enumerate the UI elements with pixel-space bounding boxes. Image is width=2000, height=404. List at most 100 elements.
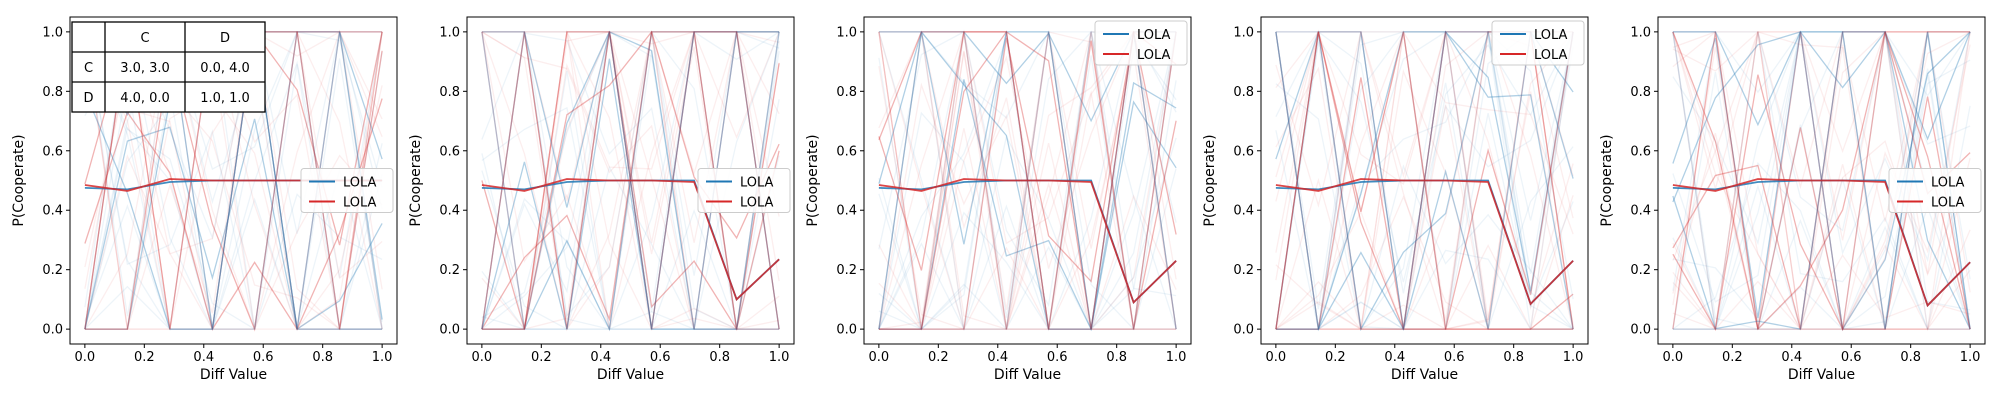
x-tick-label: 1.0 — [769, 350, 790, 365]
x-tick-label: 1.0 — [1960, 350, 1981, 365]
payoff-table-col-header: C — [140, 31, 149, 46]
legend-label: LOLA — [740, 196, 774, 211]
y-tick-label: 0.6 — [439, 144, 460, 159]
legend: LOLA LOLA — [698, 169, 790, 213]
y-tick-label: 1.0 — [42, 25, 63, 40]
x-axis-label: Diff Value — [597, 367, 664, 383]
legend-label: LOLA — [343, 196, 377, 211]
x-axis-label: Diff Value — [1788, 367, 1855, 383]
y-tick-label: 0.0 — [836, 323, 857, 338]
y-tick-label: 0.8 — [42, 85, 63, 100]
x-tick-label: 0.0 — [75, 350, 96, 365]
y-tick-label: 0.2 — [42, 263, 63, 278]
legend-label: LOLA — [1137, 48, 1171, 63]
y-axis-label: P(Cooperate) — [11, 134, 27, 226]
y-tick-label: 0.6 — [1630, 144, 1651, 159]
y-axis-label: P(Cooperate) — [805, 134, 821, 226]
x-tick-label: 0.8 — [709, 350, 730, 365]
x-tick-label: 0.0 — [1266, 350, 1287, 365]
y-tick-label: 0.4 — [1630, 204, 1651, 219]
legend-label: LOLA — [1534, 28, 1568, 43]
x-tick-label: 0.8 — [1900, 350, 1921, 365]
x-tick-label: 0.0 — [1663, 350, 1684, 365]
x-tick-label: 0.8 — [1503, 350, 1524, 365]
x-axis-label: Diff Value — [994, 367, 1061, 383]
x-tick-label: 0.4 — [1781, 350, 1802, 365]
y-tick-label: 0.2 — [1630, 263, 1651, 278]
y-tick-label: 0.4 — [439, 204, 460, 219]
payoff-table-cell: 4.0, 0.0 — [120, 91, 170, 106]
y-tick-label: 1.0 — [1630, 25, 1651, 40]
x-tick-label: 0.6 — [1444, 350, 1465, 365]
x-tick-label: 0.4 — [590, 350, 611, 365]
x-tick-label: 0.2 — [1325, 350, 1346, 365]
y-tick-label: 0.2 — [439, 263, 460, 278]
y-tick-label: 0.0 — [439, 323, 460, 338]
chart-5: 0.0 0.2 0.4 0.6 0.8 1.0 0.0 0.2 0.4 0.6 0.8 1.0 Diff… — [1599, 17, 1985, 383]
y-tick-label: 0.8 — [836, 85, 857, 100]
y-tick-label: 1.0 — [836, 25, 857, 40]
x-tick-label: 0.6 — [1047, 350, 1068, 365]
y-tick-label: 0.6 — [836, 144, 857, 159]
x-tick-label: 1.0 — [1166, 350, 1187, 365]
chart-3: 0.0 0.2 0.4 0.6 0.8 1.0 0.0 0.2 0.4 0.6 0.8 1.0 Diff… — [805, 17, 1191, 383]
background-trajectory — [85, 119, 382, 329]
legend-label: LOLA — [1534, 48, 1568, 63]
legend: LOLA LOLA — [1492, 21, 1584, 65]
payoff-table-row-header: D — [83, 91, 93, 106]
series-line-red — [879, 179, 1176, 302]
y-tick-label: 0.6 — [42, 144, 63, 159]
y-tick-label: 0.8 — [439, 85, 460, 100]
y-tick-label: 0.8 — [1630, 85, 1651, 100]
legend: LOLA LOLA — [301, 169, 393, 213]
y-tick-label: 0.0 — [42, 323, 63, 338]
x-tick-label: 0.2 — [928, 350, 949, 365]
x-tick-label: 0.4 — [987, 350, 1008, 365]
chart-2: 0.0 0.2 0.4 0.6 0.8 1.0 0.0 0.2 0.4 0.6 0.8 1.0 Diff… — [408, 17, 794, 383]
payoff-table-cell: 3.0, 3.0 — [120, 61, 170, 76]
payoff-table-col-header: D — [220, 31, 230, 46]
x-tick-label: 0.4 — [1384, 350, 1405, 365]
x-tick-label: 1.0 — [1563, 350, 1584, 365]
x-tick-label: 0.8 — [1106, 350, 1127, 365]
legend-label: LOLA — [1931, 176, 1965, 191]
y-tick-label: 0.2 — [836, 263, 857, 278]
x-tick-label: 0.0 — [472, 350, 493, 365]
y-tick-label: 1.0 — [1233, 25, 1254, 40]
x-tick-label: 0.6 — [1841, 350, 1862, 365]
x-tick-label: 0.4 — [193, 350, 214, 365]
legend-label: LOLA — [740, 176, 774, 191]
series-line-blue — [879, 181, 1176, 303]
legend-label: LOLA — [1137, 28, 1171, 43]
legend: LOLA LOLA — [1889, 169, 1981, 213]
y-tick-label: 1.0 — [439, 25, 460, 40]
legend: LOLA LOLA — [1095, 21, 1187, 65]
y-tick-label: 0.4 — [42, 204, 63, 219]
y-tick-label: 0.2 — [1233, 263, 1254, 278]
x-tick-label: 0.2 — [1722, 350, 1743, 365]
x-tick-label: 0.6 — [253, 350, 274, 365]
x-tick-label: 0.6 — [650, 350, 671, 365]
payoff-table-cell: 0.0, 4.0 — [200, 61, 250, 76]
y-axis-label: P(Cooperate) — [408, 134, 424, 226]
x-tick-label: 0.0 — [869, 350, 890, 365]
x-tick-label: 1.0 — [372, 350, 393, 365]
y-axis-label: P(Cooperate) — [1599, 134, 1615, 226]
y-tick-label: 0.8 — [1233, 85, 1254, 100]
legend-label: LOLA — [343, 176, 377, 191]
y-tick-label: 0.0 — [1233, 323, 1254, 338]
legend-label: LOLA — [1931, 196, 1965, 211]
y-tick-label: 0.4 — [836, 204, 857, 219]
x-tick-label: 0.2 — [134, 350, 155, 365]
x-tick-label: 0.8 — [312, 350, 333, 365]
x-tick-label: 0.2 — [531, 350, 552, 365]
y-axis-label: P(Cooperate) — [1202, 134, 1218, 226]
y-tick-label: 0.0 — [1630, 323, 1651, 338]
y-tick-label: 0.6 — [1233, 144, 1254, 159]
y-tick-label: 0.4 — [1233, 204, 1254, 219]
payoff-table-cell: 1.0, 1.0 — [200, 91, 250, 106]
